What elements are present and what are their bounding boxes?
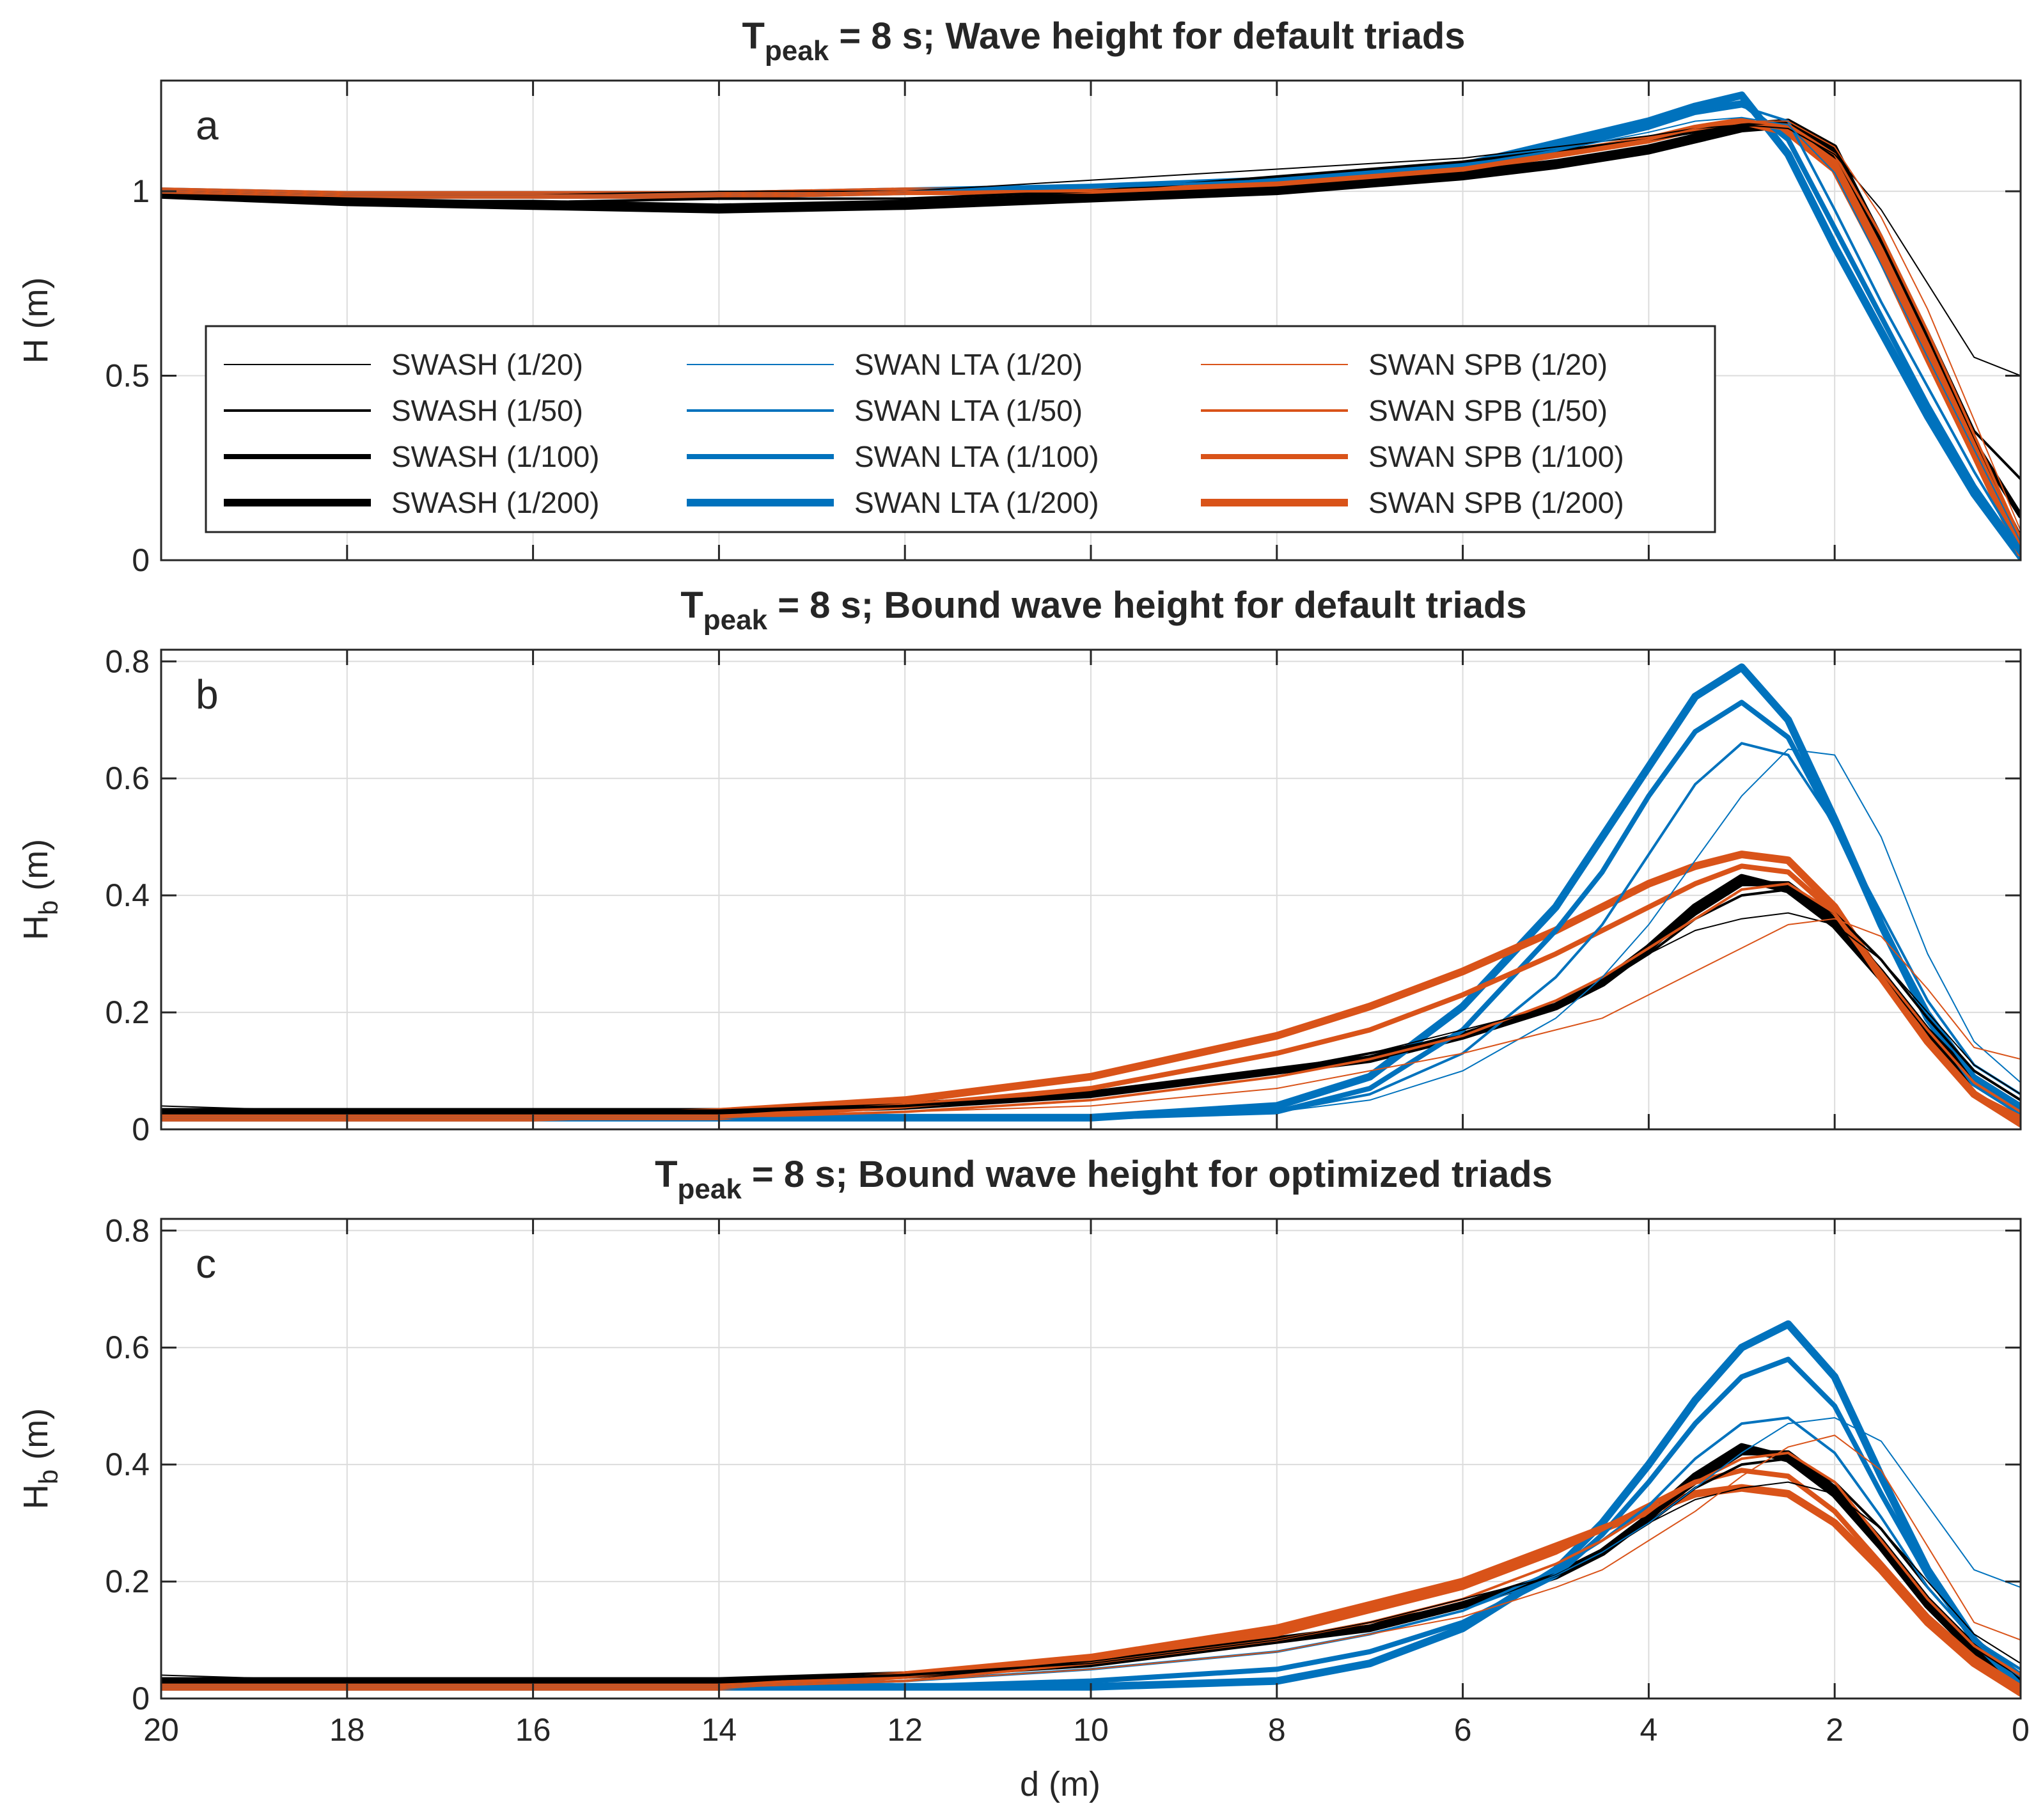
x-tick-label: 12 (887, 1712, 923, 1748)
panel-title-main: T (680, 584, 703, 626)
legend-label: SWAN SPB (1/50) (1368, 394, 1608, 427)
x-tick-label: 6 (1454, 1712, 1472, 1748)
ticks: 0 0.2 0.4 0.6 0.8 (105, 643, 2022, 1147)
series-group (161, 663, 2021, 1127)
legend-label: SWAN LTA (1/200) (854, 486, 1099, 519)
panel-title-subscript: peak (765, 35, 829, 67)
panel-title-rest: = 8 s; Bound wave height for optimized t… (742, 1154, 1553, 1195)
y-tick-label: 1 (132, 173, 150, 209)
y-tick-label: 0 (132, 1111, 150, 1147)
y-tick-label: 0.8 (105, 1212, 150, 1248)
x-tick-label: 16 (515, 1712, 551, 1748)
y-axis-label-main: H (17, 338, 55, 363)
series-group (161, 91, 2021, 560)
legend-label: SWASH (1/20) (391, 348, 583, 381)
legend-label: SWASH (1/100) (391, 440, 600, 473)
panel-title-subscript: peak (703, 604, 768, 636)
series-line (161, 120, 2021, 531)
y-axis-label: Hb (m) (17, 839, 63, 940)
legend: SWASH (1/20) SWASH (1/50) SWASH (1/100) SWA… (205, 325, 1716, 533)
y-axis-label-main: H (17, 915, 55, 940)
y-axis-label-rest: (m) (17, 278, 55, 339)
y-axis-label-subscript: b (33, 900, 63, 915)
x-axis-label: d (m) (1020, 1765, 1100, 1803)
x-tick-label: 4 (1640, 1712, 1657, 1748)
legend-entry: SWASH (1/50) (224, 394, 583, 427)
panel-title-main: T (655, 1154, 677, 1195)
legend-entry: SWAN SPB (1/200) (1201, 486, 1624, 519)
legend-label: SWAN LTA (1/50) (854, 394, 1083, 427)
panel-title: Tpeak = 8 s; Bound wave height for optim… (655, 1154, 1553, 1205)
panel-letter: c (196, 1241, 216, 1287)
x-tick-label: 0 (2012, 1712, 2030, 1748)
legend-box (205, 325, 1716, 533)
legend-entry: SWASH (1/100) (224, 440, 600, 473)
series-line (161, 912, 2021, 1113)
panel-b: 0 0.2 0.4 0.6 0.8 Tpeak = 8 s; Bound wave hei… (17, 584, 2022, 1147)
y-tick-label: 0.2 (105, 1564, 150, 1599)
y-tick-label: 0 (132, 1681, 150, 1716)
legend-entry: SWAN LTA (1/100) (687, 440, 1099, 473)
x-tick-label: 14 (701, 1712, 737, 1748)
y-tick-label: 0.5 (105, 358, 150, 394)
legend-entry: SWAN SPB (1/50) (1201, 394, 1608, 427)
y-axis-label-main: H (17, 1484, 55, 1509)
y-tick-label: 0.8 (105, 643, 150, 679)
panel-title-rest: = 8 s; Wave height for default triads (829, 15, 1465, 57)
y-axis-label: Hb (m) (17, 1408, 63, 1509)
series-line (161, 918, 2021, 1118)
legend-label: SWAN SPB (1/100) (1368, 440, 1624, 473)
legend-label: SWAN SPB (1/20) (1368, 348, 1608, 381)
x-tick-label: 2 (1826, 1712, 1843, 1748)
panel-letter: a (196, 102, 219, 148)
x-tick-label: 10 (1073, 1712, 1109, 1748)
y-tick-label: 0.4 (105, 877, 150, 913)
legend-entry: SWAN LTA (1/20) (687, 348, 1083, 381)
panel-title: Tpeak = 8 s; Bound wave height for defau… (680, 584, 1526, 636)
y-axis-label-rest: (m) (17, 839, 55, 900)
ticks: 00.51 (105, 81, 2022, 578)
ticks: 00.20.40.60.820 18 16 14 12 10 8 6 4 2 0 (105, 1212, 2029, 1748)
legend-entry: SWAN LTA (1/200) (687, 486, 1099, 519)
panel-title-main: T (742, 15, 764, 57)
legend-label: SWASH (1/200) (391, 486, 600, 519)
legend-entry: SWAN SPB (1/100) (1201, 440, 1624, 473)
y-tick-label: 0.2 (105, 994, 150, 1030)
x-tick-label: 20 (143, 1712, 179, 1748)
x-tick-label: 18 (329, 1712, 365, 1748)
y-tick-label: 0.6 (105, 1330, 150, 1365)
panel-title: Tpeak = 8 s; Wave height for default tri… (742, 15, 1465, 67)
y-tick-label: 0.6 (105, 760, 150, 796)
y-tick-label: 0 (132, 542, 150, 578)
panel-title-rest: = 8 s; Bound wave height for default tri… (767, 584, 1527, 626)
legend-entry: SWAN LTA (1/50) (687, 394, 1083, 427)
y-axis-label-subscript: b (33, 1470, 63, 1484)
legend-label: SWAN LTA (1/100) (854, 440, 1099, 473)
y-axis-label-rest: (m) (17, 1408, 55, 1470)
series-group (161, 1320, 2021, 1697)
legend-label: SWASH (1/50) (391, 394, 583, 427)
legend-entry: SWAN SPB (1/20) (1201, 348, 1608, 381)
panel-title-subscript: peak (678, 1173, 742, 1205)
y-tick-label: 0.4 (105, 1447, 150, 1482)
y-axis-label: H (m) (17, 278, 55, 364)
series-line (161, 118, 2021, 519)
legend-entry: SWASH (1/200) (224, 486, 600, 519)
series-line (161, 1434, 2021, 1688)
legend-entry: SWASH (1/20) (224, 348, 583, 381)
panel-letter: b (196, 671, 219, 718)
legend-label: SWAN SPB (1/200) (1368, 486, 1624, 519)
legend-label: SWAN LTA (1/20) (854, 348, 1083, 381)
x-tick-label: 8 (1268, 1712, 1286, 1748)
series-line (161, 748, 2021, 1118)
